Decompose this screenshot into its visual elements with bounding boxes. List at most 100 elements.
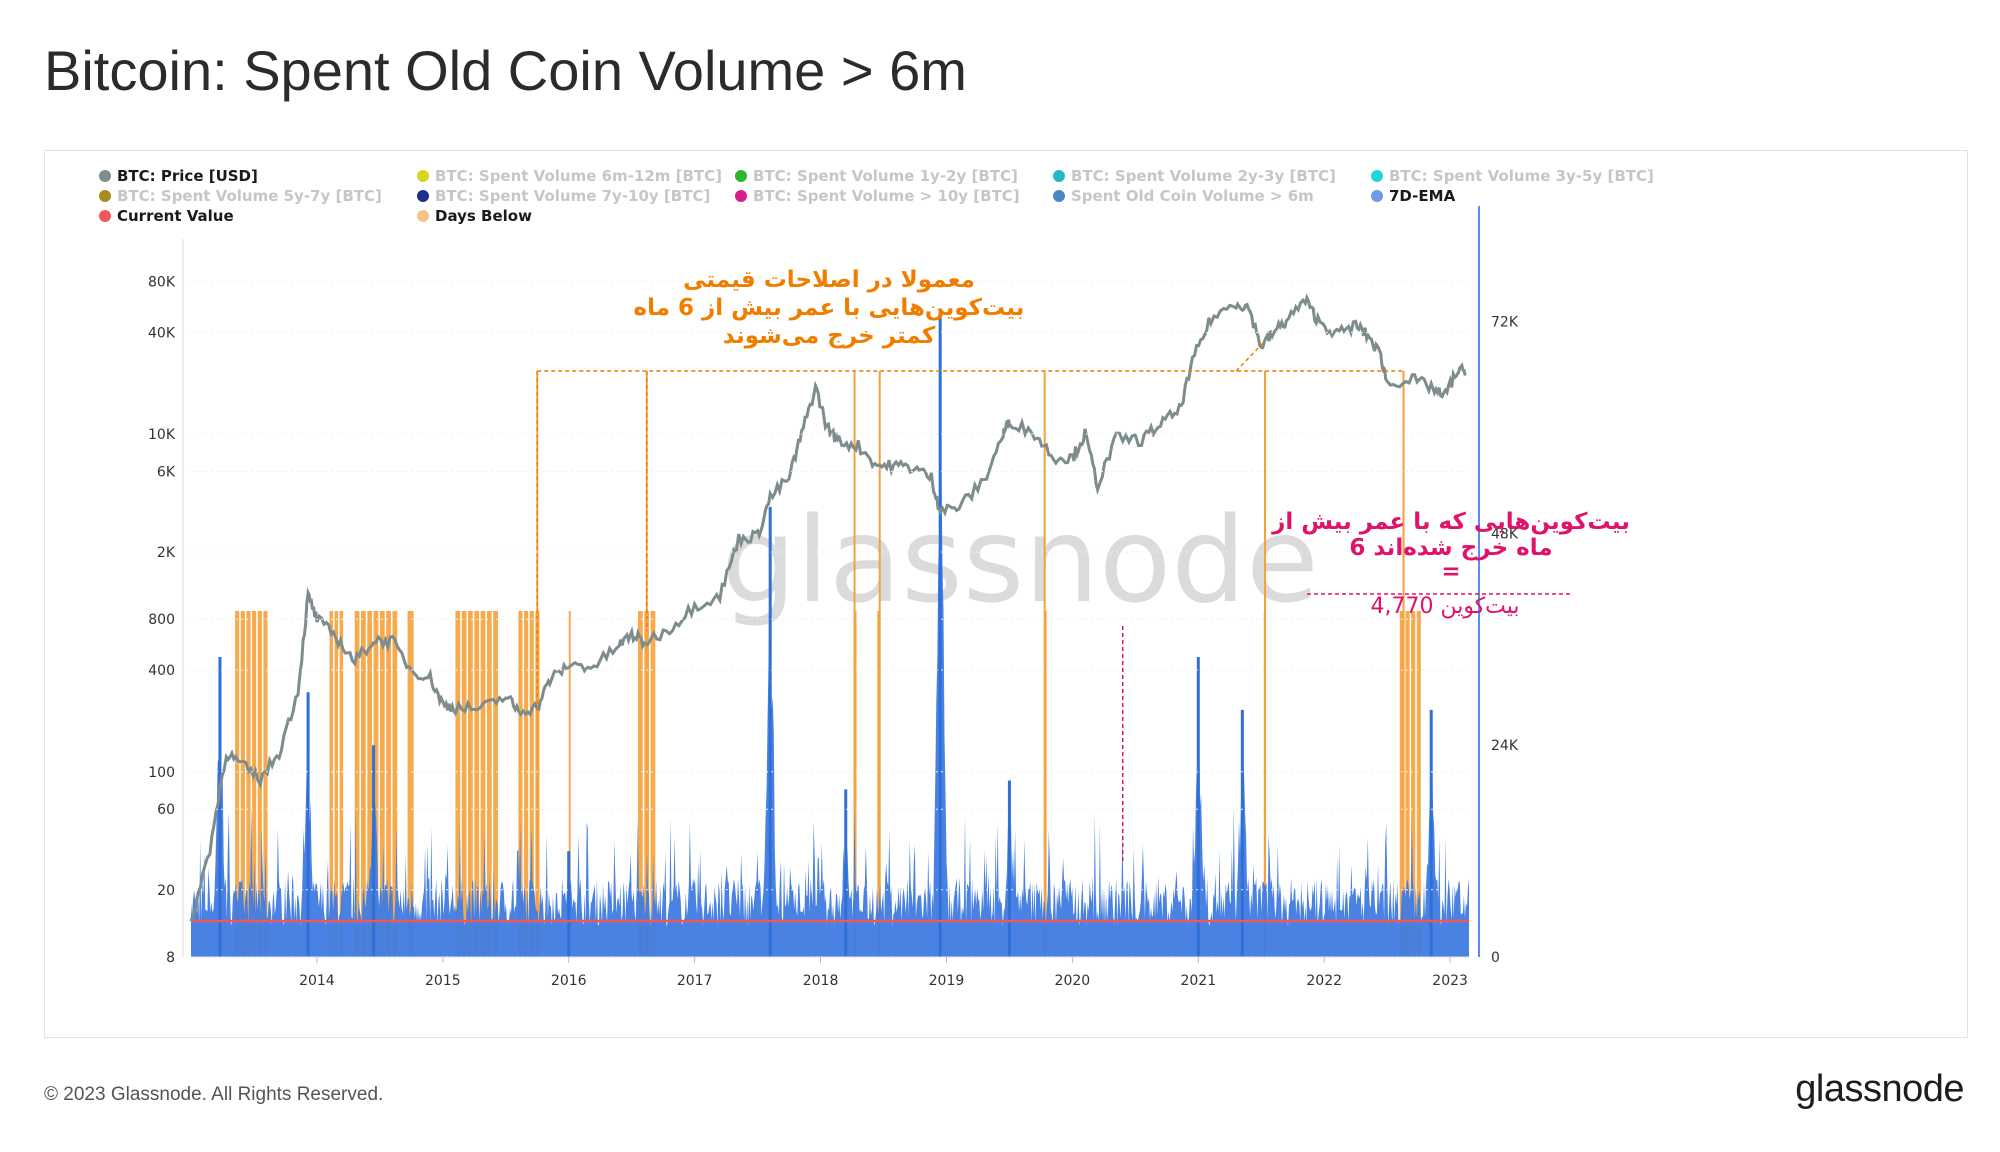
y-right-tick: 48K [1491,526,1519,542]
legend-swatch [1371,170,1383,182]
y-right-tick: 72K [1491,315,1519,331]
legend-label: BTC: Spent Volume 7y-10y [BTC] [435,187,710,205]
days-below-bar [263,611,268,957]
days-below-bar [379,611,385,957]
x-tick: 2021 [1180,973,1216,989]
days-below-bar [524,611,529,957]
days-below-layer [235,371,1421,957]
y-left-tick: 800 [148,612,175,628]
legend: BTC: Price [USD] BTC: Spent Volume 6m-12m… [99,167,1654,225]
days-below-bar [392,611,398,957]
legend-swatch [417,170,429,182]
legend-label: Days Below [435,207,532,225]
legend-item: BTC: Spent Volume 5y-7y [BTC] [99,187,382,205]
days-below-bar [461,611,467,957]
x-tick: 2017 [677,973,713,989]
pink-note-line-2: 6 ماه خرج شده‌اند [1349,535,1552,561]
legend-item: BTC: Spent Volume 2y-3y [BTC] [1053,167,1336,185]
axes: 80K 40K 10K 6K 2K 800 400 100 60 20 8 72K 48K 24K 0 201… [148,206,1519,989]
days-below-bar [1411,611,1416,957]
days-below-bar [360,611,366,957]
chart-svg: BTC: Price [USD] BTC: Spent Volume 6m-12m… [99,167,1654,989]
orange-note-line-3: کمتر خرج می‌شوند [723,323,936,349]
days-below-bar [240,611,245,957]
legend-label: BTC: Spent Volume 2y-3y [BTC] [1071,167,1336,185]
days-below-bar [518,611,523,957]
legend-swatch [1371,190,1383,202]
legend-item: Current Value [99,207,234,225]
y-left-tick: 20 [157,883,175,899]
legend-label: BTC: Spent Volume 1y-2y [BTC] [753,167,1018,185]
days-below-bar [334,611,339,957]
y-left-tick: 8 [166,950,175,966]
y-left-tick: 10K [148,427,176,443]
days-below-bar [246,611,251,957]
days-below-bar [568,611,571,957]
orange-note-line-1: معمولا در اصلاحات قیمتی [683,267,975,293]
annotations: معمولا در اصلاحات قیمتی بیت‌کوین‌هایی با… [536,267,1630,861]
x-tick: 2015 [425,973,461,989]
x-tick: 2019 [929,973,965,989]
legend-swatch [99,190,111,202]
legend-swatch [1053,190,1065,202]
legend-label: BTC: Spent Volume 6m-12m [BTC] [435,167,722,185]
pink-note-line-1: بیت‌کوین‌هایی که با عمر بیش از [1271,509,1630,535]
legend-swatch [417,190,429,202]
y-right-tick: 24K [1491,738,1519,754]
legend-item: BTC: Spent Volume 7y-10y [BTC] [417,187,710,205]
days-below-bar [637,611,643,957]
x-tick: 2014 [299,973,335,989]
legend-swatch [1053,170,1065,182]
days-below-bar [252,611,257,957]
copyright: © 2023 Glassnode. All Rights Reserved. [44,1084,384,1105]
days-below-bar [386,611,391,957]
price-line [189,293,1467,922]
y-left-tick: 100 [148,765,175,781]
days-below-bar [486,611,492,957]
x-tick: 2018 [803,973,839,989]
days-below-bar [529,611,534,957]
orange-note-line-2: بیت‌کوین‌هایی با عمر بیش از 6 ماه [634,295,1025,321]
legend-swatch [417,210,429,222]
days-below-bar [367,611,373,957]
days-below-bar [235,611,240,957]
y-left-tick: 6K [157,464,176,480]
days-below-bar [493,611,498,957]
legend-item: BTC: Spent Volume 3y-5y [BTC] [1371,167,1654,185]
legend-label: BTC: Price [USD] [117,167,258,185]
days-below-bar [1399,611,1404,957]
y-left-tick: 400 [148,663,175,679]
glassnode-logo: glassnode [1795,1068,1964,1110]
days-below-bar [1405,611,1410,957]
chart-frame: BTC: Price [USD] BTC: Spent Volume 6m-12m… [44,150,1968,1038]
pink-note-line-3: = [1441,559,1460,585]
legend-label: BTC: Spent Volume 3y-5y [BTC] [1389,167,1654,185]
days-below-bar [468,611,473,957]
orange-guide-line [1235,340,1266,372]
y-left-tick: 60 [157,802,175,818]
days-below-bar [407,611,414,957]
legend-item: Spent Old Coin Volume > 6m [1053,187,1314,205]
days-below-bar [373,611,379,957]
legend-label: Current Value [117,207,234,225]
y-left-tick: 2K [157,545,176,561]
pink-note-value: 4,770 بیت‌کوین [1370,594,1519,619]
legend-label: BTC: Spent Volume > 10y [BTC] [753,187,1020,205]
days-below-bar [877,611,880,957]
legend-item: BTC: Price [USD] [99,167,258,185]
page-title: Bitcoin: Spent Old Coin Volume > 6m [44,39,967,102]
days-below-bar [650,611,656,957]
legend-swatch [99,210,111,222]
days-below-bar [329,611,334,957]
legend-swatch [99,170,111,182]
legend-label: Spent Old Coin Volume > 6m [1071,187,1314,205]
x-tick: 2020 [1055,973,1091,989]
legend-item: BTC: Spent Volume 1y-2y [BTC] [735,167,1018,185]
x-tick: 2016 [551,973,587,989]
legend-swatch [735,190,747,202]
days-below-bar [354,611,360,957]
days-below-bar [474,611,480,957]
days-below-bar [455,611,461,957]
legend-item: Days Below [417,207,532,225]
x-tick: 2022 [1306,973,1342,989]
